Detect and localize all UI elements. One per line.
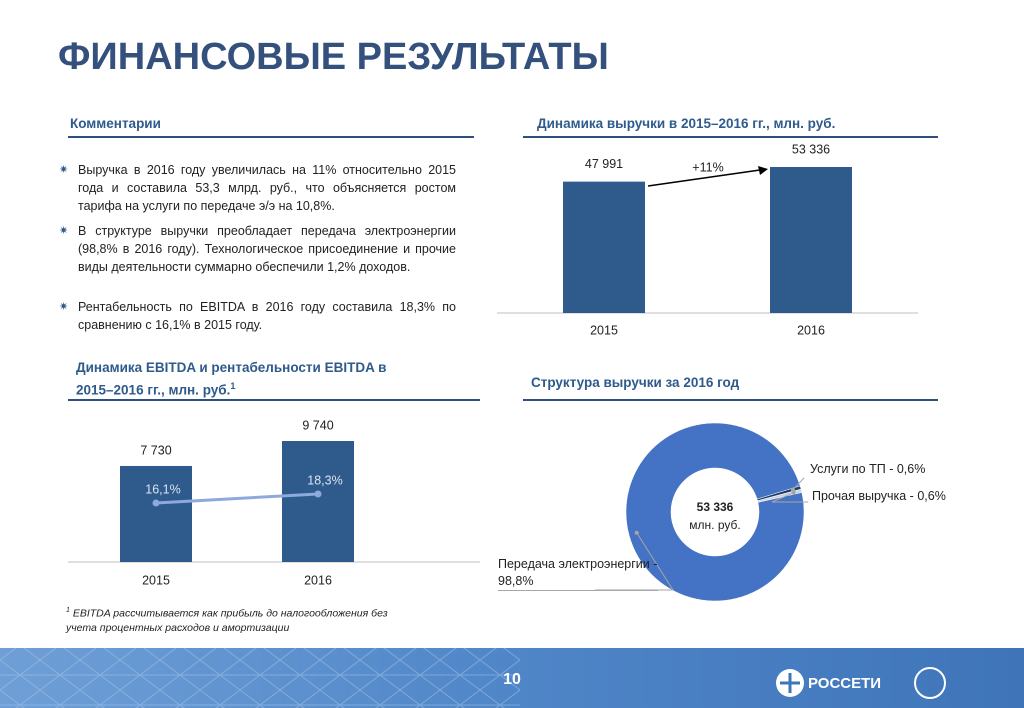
data-label: 9 740 — [302, 418, 333, 432]
bar — [770, 167, 852, 313]
line-point — [314, 490, 322, 498]
comment-item: Выручка в 2016 году увеличилась на 11% о… — [59, 161, 456, 215]
x-tick-label: 2015 — [142, 573, 170, 587]
growth-arrow — [647, 169, 761, 187]
logo-icon — [914, 667, 946, 699]
slide-title: ФИНАНСОВЫЕ РЕЗУЛЬТАТЫ — [58, 36, 609, 78]
page-number: 10 — [503, 671, 521, 688]
data-label: 47 991 — [585, 157, 623, 171]
leader-dot — [634, 530, 639, 535]
arrow-head — [758, 166, 768, 175]
footnote: 1 EBITDA рассчитывается как прибыль до н… — [66, 604, 396, 635]
slice-label: Услуги по ТП - 0,6% — [810, 462, 926, 476]
divider — [68, 399, 480, 401]
chart-title: Динамика EBITDA и рентабельности EBITDA … — [76, 359, 406, 400]
divider — [68, 136, 474, 138]
line-point — [152, 499, 160, 507]
donut-slice — [757, 488, 803, 503]
footer-pattern — [0, 648, 520, 708]
note-mark: 1 — [230, 381, 236, 391]
leader-dot — [791, 490, 796, 495]
chart-title: Динамика выручки в 2015–2016 гг., млн. р… — [537, 116, 836, 131]
x-tick-label: 2015 — [590, 323, 618, 337]
annotation: +11% — [692, 160, 723, 174]
line — [155, 492, 319, 505]
x-tick-label: 2016 — [797, 323, 825, 337]
bar — [563, 181, 645, 313]
logo-icon-mark — [780, 673, 800, 693]
footnote-text: EBITDA рассчитывается как прибыль до нал… — [66, 607, 388, 634]
footnote-mark: 1 — [66, 607, 70, 614]
comment-item: В структуре выручки преобладает передача… — [59, 222, 456, 276]
comment-item: Рентабельность по EBITDA в 2016 году сос… — [59, 298, 456, 334]
leader-line — [771, 492, 808, 503]
chart-title-text: Динамика EBITDA и рентабельности EBITDA … — [76, 360, 387, 398]
data-label: 53 336 — [792, 142, 830, 156]
data-label: 16,1% — [145, 482, 180, 496]
donut-hole — [672, 469, 758, 555]
leader-line — [792, 477, 805, 491]
section-heading: Комментарии — [70, 116, 161, 131]
donut-slice — [625, 422, 805, 602]
center-value: 53 336 — [697, 500, 734, 514]
x-tick-label: 2016 — [304, 573, 332, 587]
bar — [120, 465, 192, 562]
divider — [523, 136, 938, 138]
divider — [523, 399, 938, 401]
data-label: 18,3% — [307, 473, 342, 487]
slice-label: Прочая выручка - 0,6% — [812, 489, 946, 503]
logo-text: РОССЕТИ — [808, 675, 881, 692]
slice-label: Передача электроэнергии - 98,8% — [498, 556, 658, 591]
chart-title: Структура выручки за 2016 год — [531, 375, 740, 390]
bar — [282, 441, 354, 562]
center-unit: млн. руб. — [689, 518, 740, 532]
data-label: 7 730 — [140, 443, 171, 457]
